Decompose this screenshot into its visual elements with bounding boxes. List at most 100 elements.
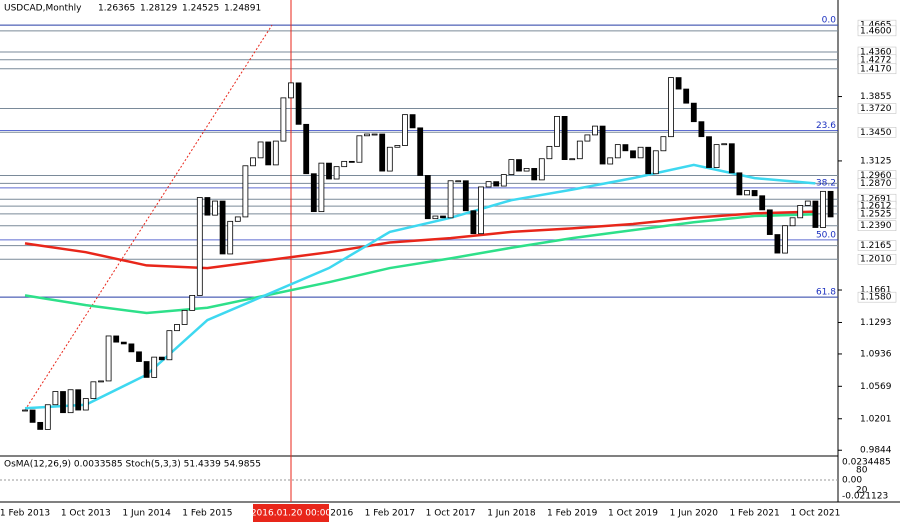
candle <box>622 144 629 152</box>
fib-label: 0.0 <box>822 16 837 26</box>
level-label-box <box>857 25 897 37</box>
candle <box>394 145 401 148</box>
level-label: 1.4360 <box>860 48 892 58</box>
candle <box>546 145 553 160</box>
candle <box>196 197 203 296</box>
candle <box>500 174 507 187</box>
level-label: 1.2390 <box>860 221 892 231</box>
level-label-box <box>857 220 897 231</box>
candle <box>516 159 522 172</box>
candle <box>789 217 796 227</box>
y-tick-label: 1.0569 <box>860 382 892 392</box>
candle <box>318 162 325 213</box>
candle <box>645 146 652 175</box>
level-label: 1.2165 <box>860 241 892 251</box>
candle <box>90 381 97 399</box>
level-label: 1.2612 <box>860 202 892 212</box>
y-tick-label: 1.1661 <box>860 286 892 296</box>
candle <box>227 220 234 255</box>
candle <box>797 205 804 219</box>
candle <box>29 409 36 423</box>
candle <box>804 200 811 206</box>
x-tick-label: 1 Oct 2017 <box>426 509 476 519</box>
candle <box>113 335 120 343</box>
x-tick-label: 1 Oct 2013 <box>61 509 111 519</box>
candle <box>538 158 545 181</box>
candle <box>52 391 59 406</box>
candle <box>303 123 310 175</box>
candle <box>728 143 735 174</box>
level-label-box <box>857 240 897 251</box>
candle <box>44 404 51 430</box>
candle <box>668 77 674 138</box>
candle <box>675 77 682 90</box>
ohlc-open: 1.26365 <box>98 4 135 14</box>
candle <box>348 160 355 163</box>
level-label-box <box>857 127 897 138</box>
x-tick-label: 1 Jun 2014 <box>122 509 171 519</box>
candle <box>151 356 158 378</box>
oscillator-label: OsMA(12,26,9) 0.0033585 Stoch(5,3,3) 51.… <box>4 460 261 470</box>
candle <box>630 150 636 159</box>
level-label: 1.2691 <box>860 195 892 205</box>
osc-scale: -0.021123 <box>842 492 888 502</box>
crosshair-label-box <box>253 504 329 522</box>
candle <box>493 181 500 187</box>
candle <box>143 361 150 378</box>
candle <box>105 335 112 382</box>
ohlc-low: 1.24525 <box>182 4 219 14</box>
osc-scale: 0.0234485 <box>842 458 891 468</box>
candle <box>166 330 173 361</box>
candle <box>447 180 454 219</box>
candle <box>402 114 408 146</box>
level-label: 1.2960 <box>860 171 892 181</box>
level-label-box <box>857 103 897 114</box>
y-tick-label: 0.9844 <box>860 446 892 456</box>
candle <box>584 134 591 142</box>
candle <box>455 180 462 183</box>
x-tick-label: 1 Feb 2015 <box>182 509 232 519</box>
candle <box>531 168 538 181</box>
candle <box>98 380 104 383</box>
x-tick-label: 1 Feb 2019 <box>547 509 598 519</box>
candle <box>219 200 226 255</box>
candle <box>766 209 773 235</box>
candle <box>599 125 606 165</box>
x-tick-label: 1 Feb 2013 <box>0 509 50 519</box>
candle <box>364 133 370 137</box>
candle <box>379 133 386 172</box>
ohlc-close: 1.24891 <box>224 4 261 14</box>
candle <box>721 143 728 146</box>
candle <box>272 140 279 166</box>
level-label-box <box>857 291 897 303</box>
x-tick-label: 1 Jun 2018 <box>487 509 536 519</box>
candle <box>440 215 446 219</box>
level-label: 1.2870 <box>860 179 892 189</box>
candle <box>257 141 264 159</box>
candle <box>265 141 272 166</box>
candle <box>569 158 576 161</box>
candle <box>242 165 249 218</box>
candle <box>462 180 469 212</box>
candle <box>561 115 568 161</box>
candle <box>424 175 431 220</box>
candle <box>295 82 302 125</box>
candle <box>812 200 819 228</box>
x-tick-label: 1 Feb 2017 <box>365 509 415 519</box>
candle <box>751 190 758 197</box>
candle <box>371 133 378 136</box>
candle <box>820 190 826 228</box>
candle <box>607 157 614 165</box>
candle <box>234 216 241 222</box>
candle <box>485 181 492 188</box>
fib-label: 23.6 <box>816 121 836 131</box>
candle <box>478 186 484 235</box>
candle <box>713 144 720 168</box>
candle <box>136 351 142 362</box>
candle <box>288 82 294 99</box>
candle <box>37 421 44 430</box>
candle <box>120 341 127 345</box>
level-label: 1.4170 <box>860 64 892 74</box>
